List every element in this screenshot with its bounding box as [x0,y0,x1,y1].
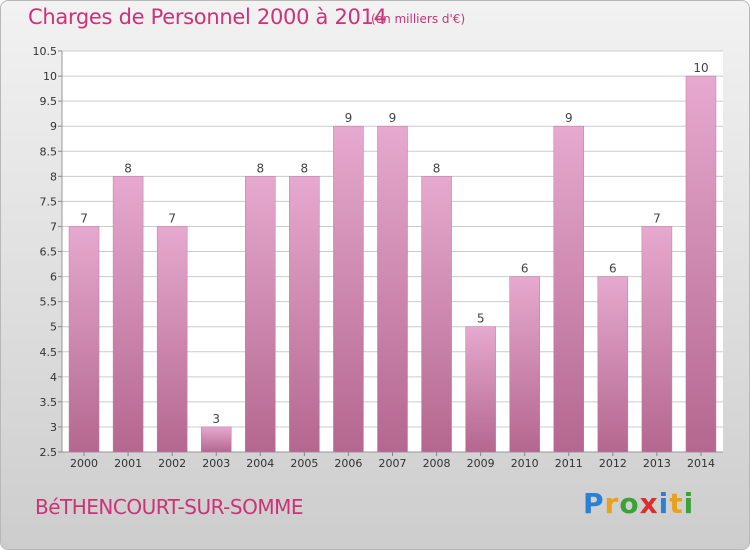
x-tick-label: 2014 [687,457,715,470]
y-tick-label: 4 [50,371,57,384]
y-tick-label: 4.5 [40,346,58,359]
x-tick-label: 2005 [290,457,318,470]
bar-2012 [597,276,629,453]
commune-name: BéTHENCOURT-SUR-SOMME [35,495,304,519]
y-tick-label: 7.5 [40,195,58,208]
data-label: 9 [565,111,573,125]
bar-2008 [421,176,452,453]
data-label: 8 [433,161,441,175]
x-tick-label: 2009 [467,457,495,470]
data-label: 8 [301,161,309,175]
x-tick-label: 2012 [599,457,627,470]
y-tick-label: 10 [43,70,57,83]
data-label: 6 [521,262,529,276]
x-tick-label: 2006 [334,457,362,470]
x-tick-label: 2007 [379,457,407,470]
logo-letter: r [604,487,620,520]
x-tick-label: 2011 [555,457,583,470]
data-label: 5 [477,312,485,326]
bar-2003 [200,426,232,453]
logo-letter: t [669,487,684,520]
bar-2010 [509,276,540,453]
x-tick-label: 2013 [643,457,671,470]
bar-2001 [112,176,144,453]
data-label: 7 [80,211,88,225]
logo-letter: x [639,487,659,520]
data-label: 3 [212,412,220,426]
data-label: 9 [389,111,397,125]
y-tick-label: 5 [50,321,57,334]
x-tick-label: 2002 [158,457,186,470]
bar-2000 [68,226,100,453]
bar-2013 [641,226,673,453]
bar-2002 [156,226,188,453]
y-tick-label: 6 [50,271,57,284]
proxiti-logo: Proxiti [583,487,694,520]
y-tick-label: 8 [50,170,57,183]
data-label: 10 [693,61,708,75]
y-tick-label: 3.5 [40,396,58,409]
y-tick-label: 7 [50,220,57,233]
x-tick-label: 2001 [114,457,142,470]
data-label: 7 [168,211,176,225]
logo-letter: i [683,487,695,520]
logo-letter: i [658,487,670,520]
x-tick-label: 2003 [202,457,230,470]
data-label: 7 [653,211,661,225]
logo-letter: o [619,487,640,520]
chart-title: Charges de Personnel 2000 à 2014 [28,5,387,29]
bar-2007 [377,125,408,453]
x-tick-label: 2008 [423,457,451,470]
y-tick-label: 8.5 [40,145,58,158]
data-label: 8 [256,161,264,175]
x-tick-label: 2000 [70,457,98,470]
y-tick-label: 2.5 [40,446,58,459]
bar-2004 [245,176,276,453]
chart-subtitle: (en milliers d'€) [371,12,466,26]
data-label: 6 [609,262,617,276]
x-tick-label: 2010 [511,457,539,470]
bar-2006 [333,125,364,453]
logo-letter: P [583,487,605,520]
data-label: 9 [345,111,353,125]
data-label: 8 [124,161,132,175]
bar-2014 [685,75,717,453]
bar-2011 [553,125,585,453]
y-tick-label: 10.5 [33,45,58,58]
y-tick-label: 9.5 [40,95,58,108]
y-tick-label: 5.5 [40,296,58,309]
y-tick-label: 9 [50,120,57,133]
x-tick-label: 2004 [246,457,274,470]
bar-2009 [465,326,496,453]
y-tick-label: 6.5 [40,246,58,259]
bar-2005 [289,176,320,453]
y-tick-label: 3 [50,421,57,434]
